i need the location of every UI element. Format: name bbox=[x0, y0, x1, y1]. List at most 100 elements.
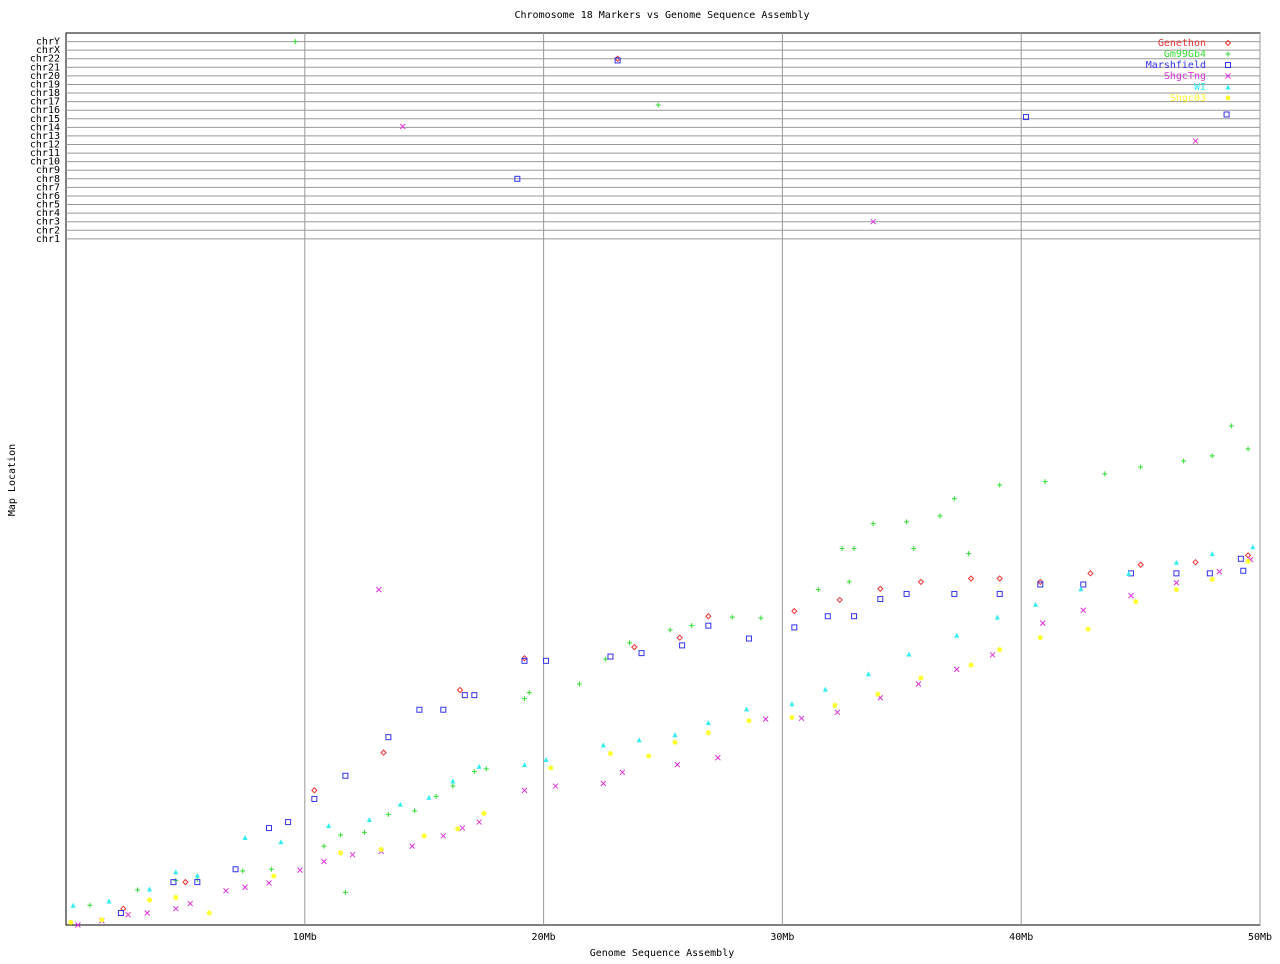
data-point bbox=[99, 917, 105, 923]
data-point bbox=[1250, 544, 1256, 550]
data-point bbox=[791, 624, 798, 631]
data-point bbox=[1037, 581, 1044, 588]
data-point bbox=[705, 622, 712, 629]
data-point bbox=[450, 783, 456, 789]
x-tick-label: 10Mb bbox=[293, 932, 317, 943]
data-point bbox=[1209, 576, 1215, 582]
data-point bbox=[815, 587, 821, 593]
data-point bbox=[1192, 558, 1199, 566]
data-point bbox=[242, 835, 248, 841]
data-point bbox=[380, 749, 387, 756]
data-point bbox=[822, 686, 828, 692]
data-point bbox=[1138, 464, 1144, 470]
data-point bbox=[456, 686, 464, 694]
data-point bbox=[173, 869, 179, 875]
data-point bbox=[705, 613, 712, 620]
y-axis-label: Map Location bbox=[7, 444, 18, 516]
data-point bbox=[1039, 620, 1046, 626]
legend-marker bbox=[1225, 84, 1231, 90]
y-tick-label: chr16 bbox=[30, 105, 60, 116]
data-point bbox=[600, 742, 606, 748]
data-point bbox=[521, 655, 528, 662]
legend-label: WI bbox=[1194, 82, 1206, 93]
data-point bbox=[471, 768, 477, 774]
data-point bbox=[147, 886, 153, 892]
data-point bbox=[951, 496, 957, 502]
data-point bbox=[311, 787, 318, 794]
data-point bbox=[870, 521, 876, 527]
legend-marker bbox=[1225, 95, 1231, 101]
data-point bbox=[1126, 570, 1132, 576]
data-point bbox=[416, 706, 423, 713]
data-point bbox=[1085, 626, 1091, 632]
data-point bbox=[679, 642, 686, 649]
data-point bbox=[1173, 570, 1180, 577]
data-point bbox=[1037, 635, 1043, 641]
data-point bbox=[471, 692, 478, 699]
data-point bbox=[326, 823, 332, 829]
data-point bbox=[851, 613, 858, 620]
data-point bbox=[459, 825, 466, 831]
data-point bbox=[1128, 592, 1134, 599]
data-point bbox=[440, 832, 447, 839]
data-point bbox=[552, 783, 559, 789]
data-point bbox=[672, 732, 678, 738]
data-point bbox=[182, 878, 189, 886]
data-point bbox=[548, 765, 554, 771]
data-point bbox=[631, 643, 638, 651]
y-tick-label: chr9 bbox=[36, 165, 60, 176]
data-point bbox=[1137, 561, 1144, 568]
data-point bbox=[954, 632, 960, 638]
y-tick-label: chr6 bbox=[36, 191, 60, 202]
data-point bbox=[440, 706, 447, 713]
data-point bbox=[1209, 453, 1215, 459]
data-point bbox=[1080, 581, 1087, 588]
data-point bbox=[791, 607, 798, 615]
data-point bbox=[125, 911, 131, 918]
data-point bbox=[1245, 558, 1251, 564]
data-point bbox=[705, 730, 711, 736]
data-point bbox=[614, 57, 621, 64]
data-point bbox=[877, 596, 884, 603]
y-tick-label: chr18 bbox=[30, 88, 60, 99]
data-point bbox=[996, 575, 1003, 582]
data-point bbox=[1245, 446, 1251, 452]
data-point bbox=[967, 575, 975, 582]
legend-marker bbox=[1225, 51, 1231, 57]
data-point bbox=[70, 902, 76, 908]
data-point bbox=[834, 709, 841, 716]
data-point bbox=[904, 519, 910, 525]
data-point bbox=[846, 579, 852, 585]
legend-label: Shgc03 bbox=[1170, 93, 1206, 104]
data-point bbox=[521, 657, 528, 664]
data-point bbox=[1173, 587, 1179, 593]
y-tick-label: chrY bbox=[36, 37, 60, 48]
data-point bbox=[798, 715, 805, 722]
x-tick-label: 50Mb bbox=[1248, 932, 1272, 943]
data-point bbox=[1022, 114, 1029, 121]
data-point bbox=[824, 613, 831, 620]
data-point bbox=[627, 640, 633, 646]
data-point bbox=[476, 763, 482, 769]
data-point bbox=[576, 681, 582, 687]
legend-label: ShgcTng bbox=[1164, 71, 1206, 82]
data-point bbox=[385, 734, 392, 741]
y-tick-label: chr10 bbox=[30, 157, 60, 168]
data-point bbox=[172, 905, 179, 912]
data-point bbox=[144, 910, 151, 916]
data-point bbox=[1087, 570, 1094, 577]
data-point bbox=[875, 691, 881, 697]
y-tick-label: chr4 bbox=[36, 208, 60, 219]
data-point bbox=[285, 819, 292, 826]
data-point bbox=[240, 868, 246, 874]
data-point bbox=[338, 832, 344, 838]
data-point bbox=[242, 884, 248, 891]
data-point bbox=[744, 706, 750, 712]
data-point bbox=[543, 756, 549, 762]
data-point bbox=[789, 701, 795, 707]
x-tick-label: 30Mb bbox=[770, 932, 794, 943]
data-point bbox=[607, 750, 613, 756]
y-tick-label: chr20 bbox=[30, 71, 60, 82]
data-point bbox=[362, 829, 367, 835]
